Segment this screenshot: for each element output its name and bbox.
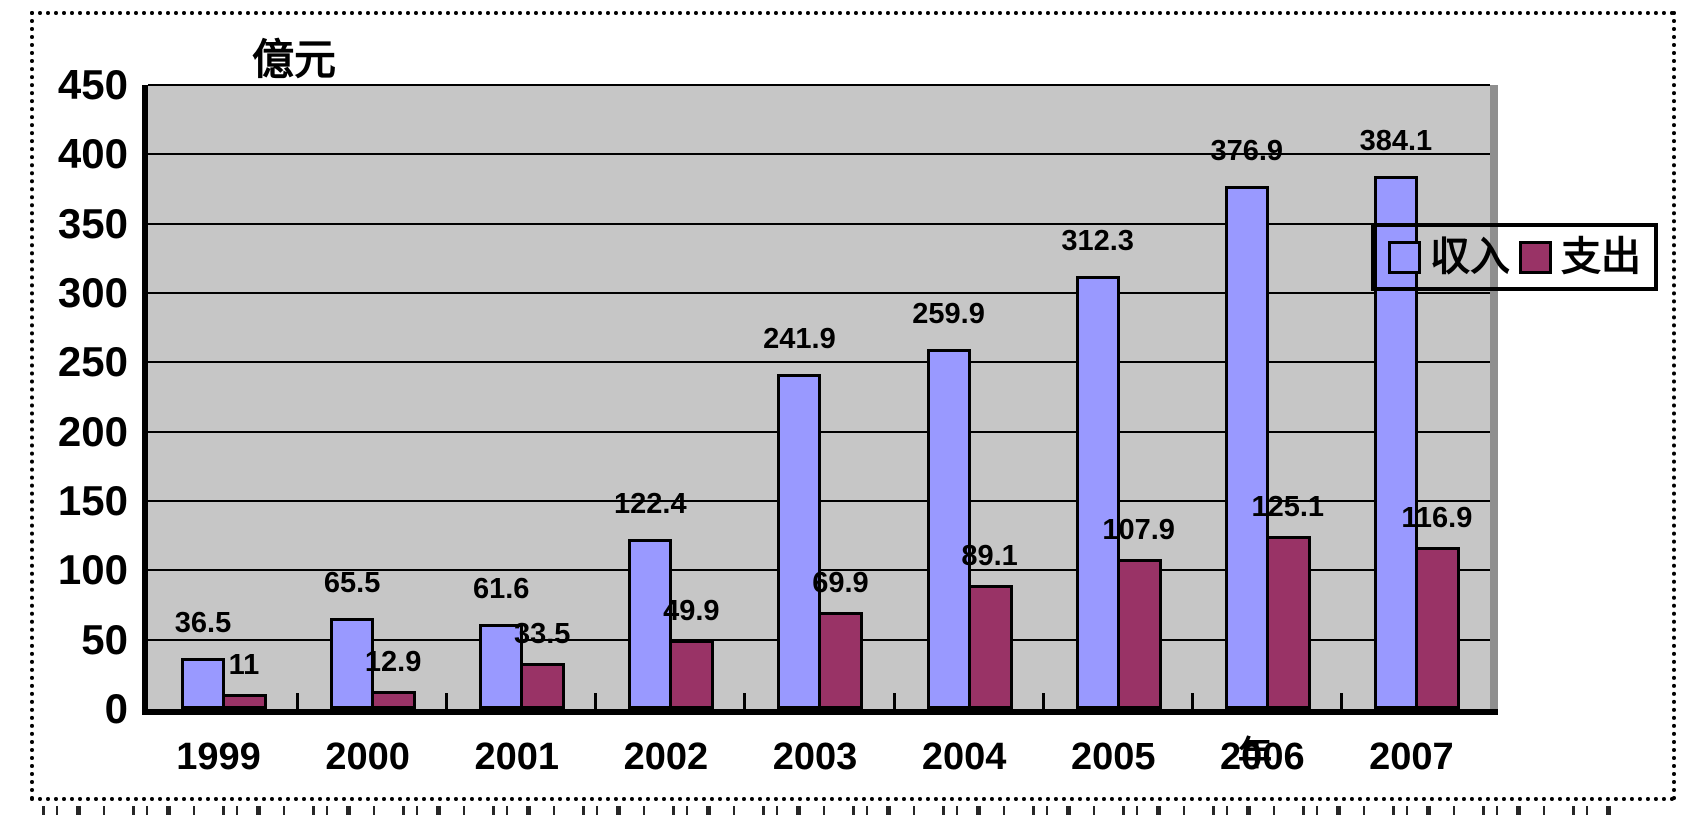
- category-tick: [1339, 693, 1343, 709]
- bar-income-2006: [1224, 186, 1269, 709]
- data-label-expense-2007: 116.9: [1401, 501, 1473, 534]
- data-label-expense-2002: 49.9: [663, 594, 720, 627]
- bar-income-2004: [926, 349, 971, 709]
- data-label-expense-2000: 12.9: [364, 646, 422, 679]
- y-tick-350: 350: [57, 199, 128, 247]
- y-tick-0: 0: [104, 685, 128, 732]
- bar-income-2003: [777, 374, 822, 709]
- data-label-expense-1999: 11: [228, 648, 260, 681]
- data-label-income-2007: 384.1: [1359, 125, 1433, 158]
- legend-swatch-expense: [1519, 240, 1552, 274]
- bar-expense-2003: [818, 612, 864, 709]
- data-label-expense-2003: 69.9: [812, 567, 869, 600]
- gridline-400: [148, 153, 1490, 156]
- x-tick-2004: 2004: [921, 736, 1007, 778]
- category-axis-title: 年: [1238, 735, 1272, 773]
- value-axis-title: 億元: [252, 36, 337, 83]
- y-tick-450: 450: [57, 61, 128, 108]
- y-tick-100: 100: [57, 546, 128, 594]
- data-label-expense-2005: 107.9: [1102, 514, 1175, 547]
- data-label-income-2002: 122.4: [614, 488, 687, 521]
- y-tick-50: 50: [81, 615, 128, 663]
- bar-income-2005: [1075, 276, 1120, 709]
- data-label-income-2006: 376.9: [1210, 135, 1284, 168]
- x-tick-2006: 2006: [1220, 736, 1305, 778]
- dotted-border-frame: [30, 11, 1676, 801]
- x-tick-2001: 2001: [474, 736, 560, 778]
- data-label-expense-2006: 125.1: [1251, 490, 1325, 523]
- y-tick-150: 150: [57, 477, 128, 524]
- y-tick-400: 400: [57, 130, 128, 178]
- bar-income-2002: [628, 539, 673, 709]
- bar-expense-2000: [371, 691, 417, 709]
- clipped-bottom-text: [42, 806, 1632, 815]
- data-label-expense-2001: 33.5: [513, 617, 571, 650]
- x-axis-line: [142, 709, 1498, 715]
- category-tick: [1190, 693, 1194, 709]
- bar-expense-2006: [1265, 536, 1311, 709]
- category-tick: [445, 693, 449, 709]
- gridline-300: [148, 292, 1490, 294]
- x-tick-2005: 2005: [1070, 736, 1156, 778]
- bar-income-1999: [181, 658, 225, 709]
- y-tick-250: 250: [57, 338, 128, 386]
- y-tick-200: 200: [57, 407, 128, 455]
- bar-expense-2007: [1414, 547, 1460, 709]
- category-tick: [892, 693, 896, 709]
- x-tick-2000: 2000: [325, 736, 410, 778]
- category-tick: [1041, 693, 1045, 709]
- legend-label-income: 収入: [1430, 235, 1510, 279]
- category-tick: [296, 693, 300, 709]
- bar-expense-1999: [222, 694, 267, 709]
- category-tick: [594, 693, 598, 709]
- bar-expense-2005: [1116, 559, 1162, 709]
- data-label-income-2001: 61.6: [472, 572, 530, 605]
- y-axis-line: [142, 85, 148, 715]
- data-label-income-2005: 312.3: [1061, 224, 1134, 257]
- gridline-350: [148, 222, 1490, 225]
- bar-income-2000: [330, 618, 375, 709]
- bar-expense-2004: [967, 585, 1013, 709]
- x-tick-1999: 1999: [176, 736, 261, 778]
- data-label-income-2004: 259.9: [912, 297, 985, 330]
- x-tick-2003: 2003: [772, 736, 858, 778]
- data-label-income-2000: 65.5: [323, 567, 381, 600]
- data-label-expense-2004: 89.1: [961, 540, 1018, 573]
- plot-area: 36.5 65.5 61.6 122.4 241.9 259.9 312.3 376.9 384…: [148, 84, 1490, 709]
- plot-right-border: [1490, 85, 1498, 709]
- bar-income-2001: [479, 624, 524, 709]
- bar-expense-2001: [520, 663, 566, 709]
- legend-label-expense: 支出: [1561, 235, 1641, 279]
- gridline-450: [148, 84, 1490, 86]
- y-tick-300: 300: [57, 269, 128, 316]
- x-tick-2002: 2002: [623, 736, 709, 778]
- legend: 収入 支出: [1371, 223, 1658, 291]
- bar-expense-2002: [669, 640, 715, 709]
- data-label-income-2003: 241.9: [763, 322, 836, 355]
- legend-swatch-income: [1388, 240, 1421, 274]
- gridline-250: [148, 361, 1490, 364]
- category-tick: [743, 693, 747, 709]
- x-tick-2007: 2007: [1369, 736, 1454, 778]
- legend-frame: [1371, 223, 1658, 291]
- data-label-income-1999: 36.5: [174, 607, 232, 640]
